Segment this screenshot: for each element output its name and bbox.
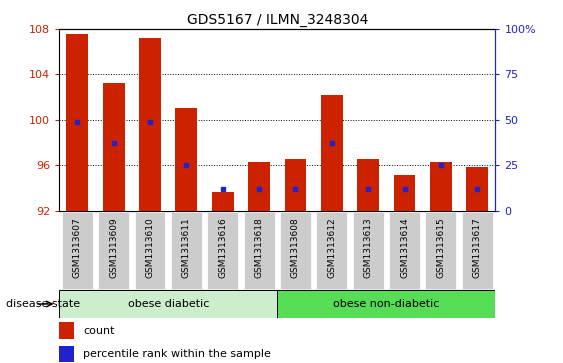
Text: GSM1313617: GSM1313617 (473, 217, 482, 278)
Text: obese diabetic: obese diabetic (127, 299, 209, 309)
FancyBboxPatch shape (426, 212, 457, 289)
FancyBboxPatch shape (389, 212, 420, 289)
FancyBboxPatch shape (62, 212, 93, 289)
Text: percentile rank within the sample: percentile rank within the sample (83, 350, 271, 359)
Text: GSM1313618: GSM1313618 (254, 217, 263, 278)
Text: disease state: disease state (6, 299, 80, 309)
FancyBboxPatch shape (244, 212, 275, 289)
Text: GSM1313607: GSM1313607 (73, 217, 82, 278)
Bar (394, 175, 415, 211)
Bar (466, 167, 488, 211)
FancyBboxPatch shape (280, 212, 311, 289)
Bar (321, 95, 343, 211)
Bar (139, 38, 161, 211)
Text: GSM1313610: GSM1313610 (145, 217, 154, 278)
Bar (59, 322, 74, 339)
FancyBboxPatch shape (98, 212, 129, 289)
Bar (284, 159, 306, 211)
Text: obese non-diabetic: obese non-diabetic (333, 299, 440, 309)
FancyBboxPatch shape (316, 212, 347, 289)
Bar (103, 83, 124, 211)
Bar (59, 346, 74, 362)
FancyBboxPatch shape (207, 212, 238, 289)
Text: GSM1313609: GSM1313609 (109, 217, 118, 278)
FancyBboxPatch shape (462, 212, 493, 289)
Text: GSM1313615: GSM1313615 (436, 217, 445, 278)
Text: count: count (83, 326, 115, 336)
Text: GSM1313608: GSM1313608 (291, 217, 300, 278)
Bar (430, 162, 452, 211)
FancyBboxPatch shape (171, 212, 202, 289)
Bar (59, 290, 277, 318)
Bar (176, 109, 197, 211)
Bar (248, 162, 270, 211)
Bar (358, 159, 379, 211)
Text: GSM1313613: GSM1313613 (364, 217, 373, 278)
FancyBboxPatch shape (353, 212, 383, 289)
Bar (66, 34, 88, 211)
FancyBboxPatch shape (135, 212, 166, 289)
Text: GSM1313614: GSM1313614 (400, 217, 409, 278)
Bar (278, 290, 495, 318)
Title: GDS5167 / ILMN_3248304: GDS5167 / ILMN_3248304 (186, 13, 368, 26)
Text: GSM1313616: GSM1313616 (218, 217, 227, 278)
Bar (212, 192, 234, 211)
Text: GSM1313611: GSM1313611 (182, 217, 191, 278)
Text: GSM1313612: GSM1313612 (327, 217, 336, 278)
